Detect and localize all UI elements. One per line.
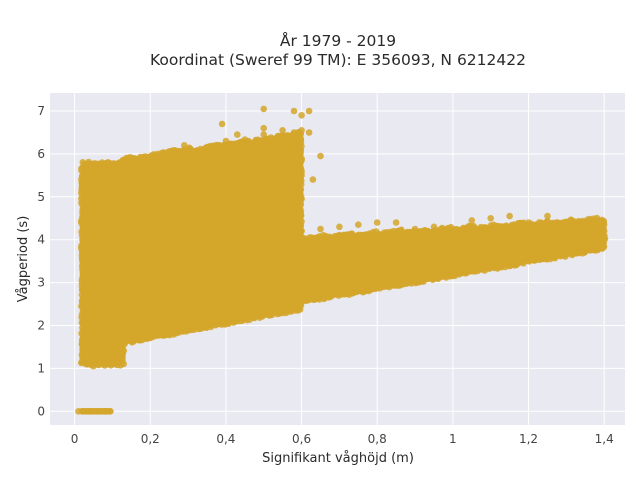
chart-title-line2: Koordinat (Sweref 99 TM): E 356093, N 62… [150, 51, 526, 69]
data-points [75, 105, 609, 415]
chart-title-line1: År 1979 - 2019 [280, 31, 396, 50]
